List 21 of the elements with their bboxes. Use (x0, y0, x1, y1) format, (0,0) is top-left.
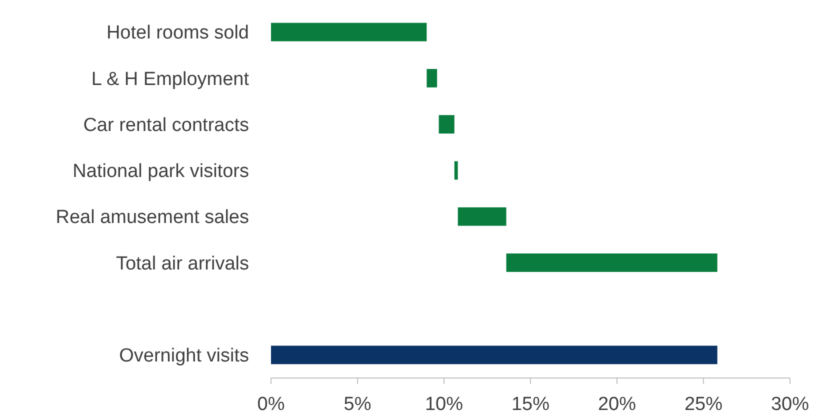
y-tick-label: Total air arrivals (116, 253, 249, 274)
bar (271, 22, 427, 42)
bar (506, 253, 718, 272)
x-tick-label: 0% (257, 394, 285, 415)
x-tick-label: 10% (424, 394, 464, 415)
x-tick-label: 30% (770, 394, 810, 415)
bar (271, 346, 718, 364)
x-tick-label: 15% (511, 394, 550, 415)
x-tick-label: 5% (344, 394, 372, 415)
bar (438, 115, 454, 134)
x-tick-label: 20% (598, 394, 636, 415)
bar (458, 207, 506, 226)
y-tick-label: Overnight visits (119, 346, 249, 367)
y-tick-label: Hotel rooms sold (106, 22, 249, 44)
bar (454, 161, 458, 180)
y-tick-label: L & H Employment (91, 68, 250, 90)
y-tick-label: National park visitors (72, 161, 249, 182)
x-tick-label: 25% (684, 394, 723, 415)
y-tick-label: Real amusement sales (56, 207, 249, 228)
bar (426, 68, 438, 88)
y-tick-label: Car rental contracts (83, 114, 249, 136)
